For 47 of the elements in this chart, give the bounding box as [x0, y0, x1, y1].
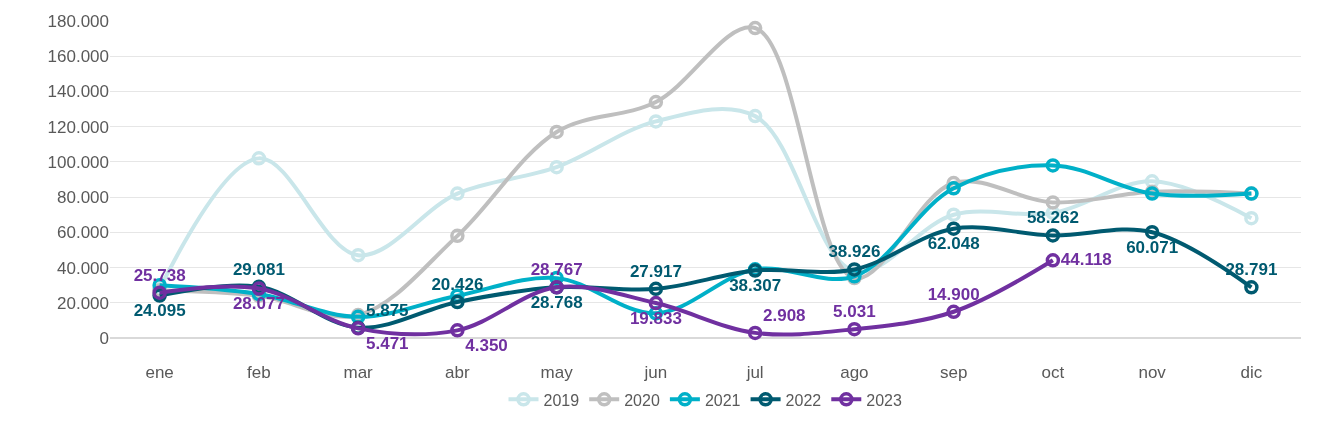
- data-label: 29.081: [232, 259, 285, 279]
- x-tick-label: ago: [840, 363, 869, 382]
- x-tick-label: nov: [1138, 363, 1167, 382]
- data-label: 38.307: [729, 276, 782, 296]
- data-label: 28.767: [530, 260, 583, 280]
- data-label: 60.071: [1126, 237, 1179, 257]
- y-tick-label: 120.000: [47, 117, 109, 137]
- x-tick-label: jun: [643, 363, 668, 382]
- legend-label: 2023: [866, 391, 902, 409]
- y-tick-label: 20.000: [57, 293, 109, 313]
- y-tick-label: 100.000: [47, 152, 109, 172]
- y-tick-label: 40.000: [57, 258, 109, 278]
- legend-label: 2020: [624, 391, 660, 409]
- data-label: 27.917: [629, 261, 682, 281]
- data-label: 25.738: [133, 265, 186, 285]
- data-label: 38.926: [828, 242, 881, 262]
- data-label: 14.900: [927, 284, 980, 304]
- data-label: 2.908: [763, 305, 806, 325]
- x-tick-label: feb: [247, 363, 271, 382]
- data-label: 19.833: [629, 308, 682, 328]
- y-tick-label: 0: [99, 328, 109, 348]
- legend-label: 2019: [543, 391, 580, 409]
- data-label: 24.095: [133, 301, 186, 321]
- y-tick-label: 160.000: [47, 47, 109, 67]
- data-label: 5.471: [366, 333, 409, 353]
- x-tick-label: oct: [1041, 363, 1065, 382]
- data-label: 4.350: [465, 335, 508, 355]
- x-tick-label: dic: [1240, 363, 1263, 382]
- data-label: 5.031: [833, 302, 876, 322]
- y-tick-label: 180.000: [47, 11, 109, 31]
- data-label: 20.426: [431, 274, 484, 294]
- x-tick-label: may: [540, 363, 574, 382]
- x-tick-label: abr: [445, 363, 470, 382]
- y-tick-label: 60.000: [57, 223, 109, 243]
- data-label: 58.262: [1026, 208, 1079, 228]
- x-tick-label: sep: [939, 363, 968, 382]
- x-tick-label: jul: [745, 363, 764, 382]
- data-label: 28.768: [530, 292, 583, 312]
- legend-label: 2022: [785, 391, 822, 409]
- x-tick-label: ene: [145, 363, 174, 382]
- x-tick-label: mar: [343, 363, 374, 382]
- y-tick-label: 140.000: [47, 82, 109, 102]
- data-label: 28.077: [232, 294, 285, 314]
- y-tick-label: 80.000: [57, 188, 109, 208]
- legend-label: 2021: [704, 391, 741, 409]
- data-label: 44.118: [1060, 249, 1112, 269]
- data-label: 62.048: [927, 234, 980, 254]
